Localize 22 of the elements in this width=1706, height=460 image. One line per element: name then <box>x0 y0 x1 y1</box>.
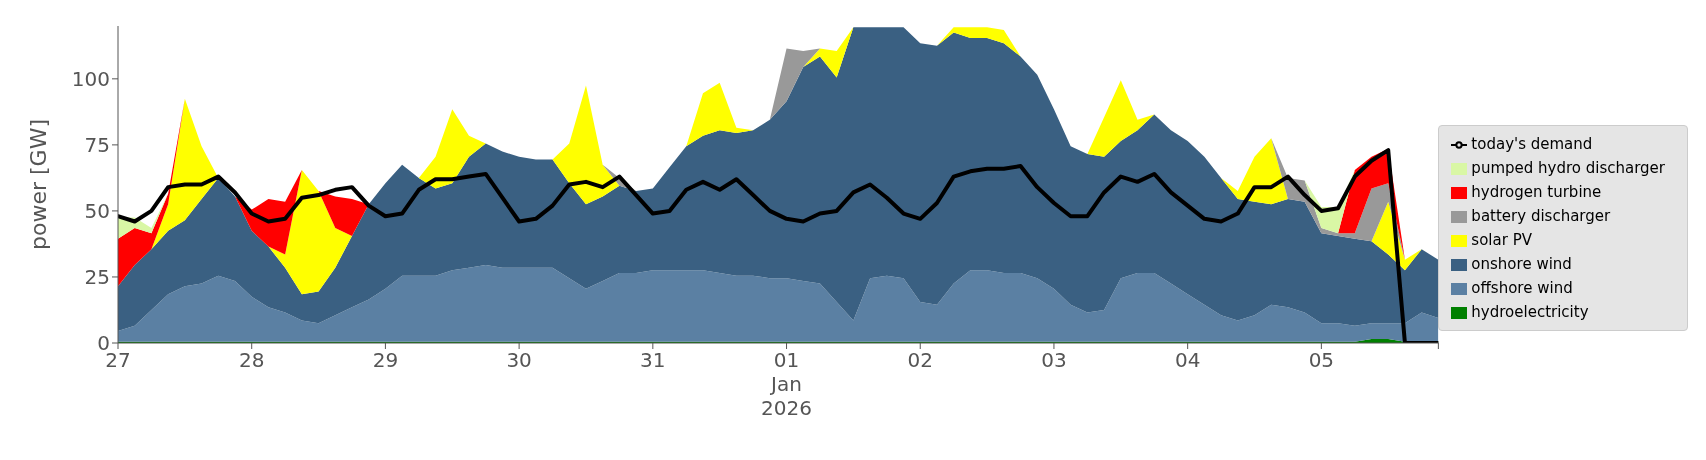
x-tick-label: 05 <box>1308 348 1335 372</box>
x-tick-label: 03 <box>1041 348 1067 372</box>
legend-label: solar PV <box>1471 231 1532 249</box>
y-axis-title: power [GW] <box>25 119 51 250</box>
x-tick-label: 31 <box>640 348 666 372</box>
legend-label: today's demand <box>1471 135 1593 153</box>
legend-label: battery discharger <box>1471 207 1611 225</box>
legend-label: hydroelectricity <box>1471 303 1589 321</box>
x-tick-label: 30 <box>506 348 532 372</box>
legend-label: onshore wind <box>1471 255 1572 273</box>
x-tick-label: 02 <box>907 348 933 372</box>
y-tick-label: 100 <box>71 66 110 91</box>
y-tick-label: 75 <box>84 132 110 157</box>
legend-label: offshore wind <box>1471 279 1573 297</box>
legend-label: hydrogen turbine <box>1471 183 1602 201</box>
y-tick-label: 25 <box>84 265 110 290</box>
x-tick-label: 01 Jan 2026 <box>761 348 812 420</box>
legend-label: pumped hydro discharger <box>1471 159 1665 177</box>
x-tick-label: 29 <box>372 348 399 372</box>
x-tick-label: 28 <box>238 348 265 372</box>
y-tick-label: 50 <box>84 199 110 224</box>
x-tick-label: 04 <box>1174 348 1201 372</box>
